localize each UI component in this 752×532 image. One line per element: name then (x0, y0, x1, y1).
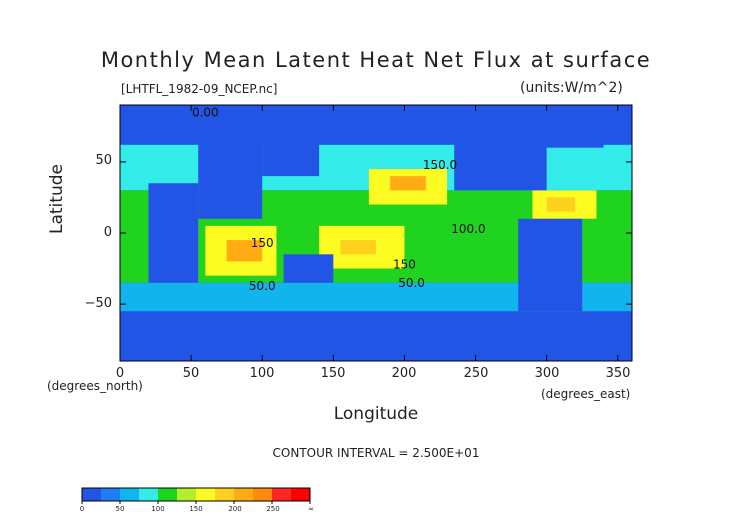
colorbar-swatch (234, 488, 254, 501)
colorbar-tick-label: 0 (79, 505, 85, 513)
heatmap-cell (546, 112, 604, 148)
contour-label: 150 (393, 258, 416, 272)
colorbar-swatch (101, 488, 121, 501)
colorbar-swatch (272, 488, 292, 501)
colorbar-tick-label: 250 (266, 505, 280, 513)
colorbar-swatch (253, 488, 273, 501)
x-tick-label: 150 (320, 366, 346, 381)
y-tick-label: −50 (84, 296, 112, 311)
colorbar-swatch (215, 488, 235, 501)
colorbar-swatch (82, 488, 102, 501)
contour-labels: 0.00 150.0 100.0 150 150 50.0 50.0 (192, 105, 486, 293)
y-unit-note: (degrees_north) (47, 379, 143, 393)
contour-label: 100.0 (451, 222, 485, 236)
contour-interval: CONTOUR INTERVAL = 2.500E+01 (272, 446, 480, 460)
colorbar-swatch (139, 488, 159, 501)
plot-frame (119, 104, 633, 362)
colorbar-tick-label: 150 (189, 505, 203, 513)
heatmap-cell (262, 126, 320, 177)
heatmap-cell (390, 176, 426, 191)
x-tick-label: 100 (249, 366, 275, 381)
heatmap-cell (454, 126, 547, 191)
colorbar-tick-label: ∞ (308, 505, 314, 513)
units-label: (units:W/m^2) (520, 80, 623, 96)
x-unit-note: (degrees_east) (541, 387, 631, 401)
heatmap-cell (148, 183, 199, 283)
x-axis-label: Longitude (333, 404, 419, 424)
colorbar-tick-label: 50 (115, 505, 125, 513)
colorbar-swatch (177, 488, 197, 501)
heatmap-field (120, 105, 632, 361)
x-tick-label: 0 (115, 366, 125, 381)
y-axis-label: Latitude (47, 164, 67, 234)
chart-title: Monthly Mean Latent Heat Net Flux at sur… (100, 48, 652, 72)
colorbar-swatch (158, 488, 178, 501)
contour-label: 50.0 (398, 276, 425, 290)
contour-label: 50.0 (249, 279, 276, 293)
heatmap-cell (340, 240, 376, 255)
contour-label: 0.00 (192, 105, 219, 119)
chart-subtitle: [LHTFL_1982-09_NCEP.nc] (121, 82, 278, 96)
colorbar-swatch (120, 488, 140, 501)
colorbar-swatch (291, 488, 311, 501)
contour-label: 150 (251, 236, 274, 250)
heatmap-cell (226, 240, 263, 262)
x-tick-label: 350 (605, 366, 631, 381)
x-tick-label: 50 (182, 366, 200, 381)
y-tick-label: 50 (95, 153, 112, 168)
colorbar-swatch (196, 488, 216, 501)
y-tick-label: 0 (103, 225, 112, 240)
heatmap-cell (518, 218, 583, 312)
heatmap-cell (120, 321, 632, 361)
colorbar (81, 487, 311, 504)
x-tick-label: 300 (534, 366, 560, 381)
colorbar-tick-label: 100 (151, 505, 165, 513)
heatmap-cell (283, 254, 334, 283)
colorbar-tick-label: 200 (228, 505, 242, 513)
heatmap-cell (546, 197, 576, 212)
x-tick-label: 250 (463, 366, 489, 381)
contour-label: 150.0 (423, 158, 457, 172)
x-tick-label: 200 (391, 366, 417, 381)
heatmap-cell (198, 133, 263, 219)
